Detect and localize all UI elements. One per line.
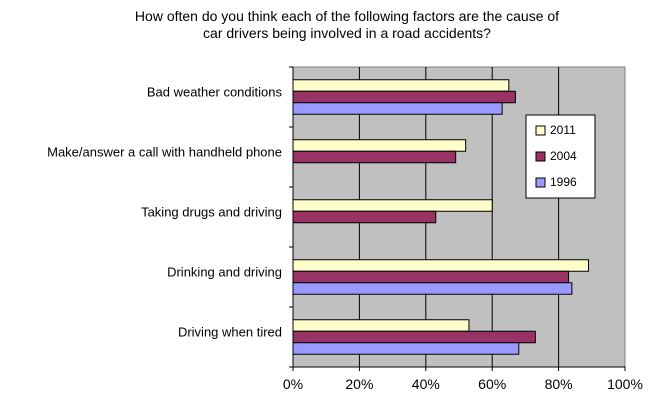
x-tick-label: 40% — [412, 376, 440, 392]
legend-swatch — [535, 151, 546, 162]
x-tick-label: 100% — [607, 376, 643, 392]
x-tick-labels: 0% 20% 40% 60% 80% 100% — [283, 376, 643, 392]
bar-2004 — [292, 210, 437, 224]
bar-2004 — [292, 90, 516, 104]
bar-2011 — [292, 199, 493, 212]
category-label: Driving when tired — [178, 324, 282, 339]
bar-1996 — [292, 102, 503, 115]
bar-2004 — [292, 150, 457, 164]
x-tick-label: 80% — [545, 376, 573, 392]
legend-swatch — [535, 177, 546, 188]
bar-2004 — [292, 270, 570, 284]
bar-2011 — [292, 79, 510, 92]
category-labels: Bad weather conditions Make/answer a call… — [47, 84, 282, 339]
bar-2011 — [292, 259, 589, 272]
category-label: Make/answer a call with handheld phone — [47, 144, 282, 159]
bars — [292, 79, 589, 355]
legend-label: 1996 — [550, 175, 577, 189]
bar-1996 — [292, 342, 520, 355]
bar-1996 — [292, 282, 573, 295]
x-tick-label: 60% — [478, 376, 506, 392]
x-tick-label: 20% — [345, 376, 373, 392]
axes — [289, 66, 626, 371]
chart-title: How often do you think each of the follo… — [135, 8, 559, 41]
bar-2011 — [292, 319, 470, 332]
category-label: Drinking and driving — [167, 264, 282, 279]
legend-label: 2004 — [550, 149, 577, 163]
bar-2004 — [292, 330, 536, 344]
chart-title-line-1: How often do you think each of the follo… — [135, 8, 559, 24]
x-tick-label: 0% — [283, 376, 303, 392]
chart-title-line-2: car drivers being involved in a road acc… — [203, 25, 491, 41]
legend-label: 2011 — [550, 123, 576, 137]
legend-swatch — [535, 125, 546, 136]
category-label: Taking drugs and driving — [141, 204, 282, 219]
legend: 2011 2004 1996 — [525, 114, 596, 199]
bar-2011 — [292, 139, 467, 152]
category-label: Bad weather conditions — [147, 84, 283, 99]
